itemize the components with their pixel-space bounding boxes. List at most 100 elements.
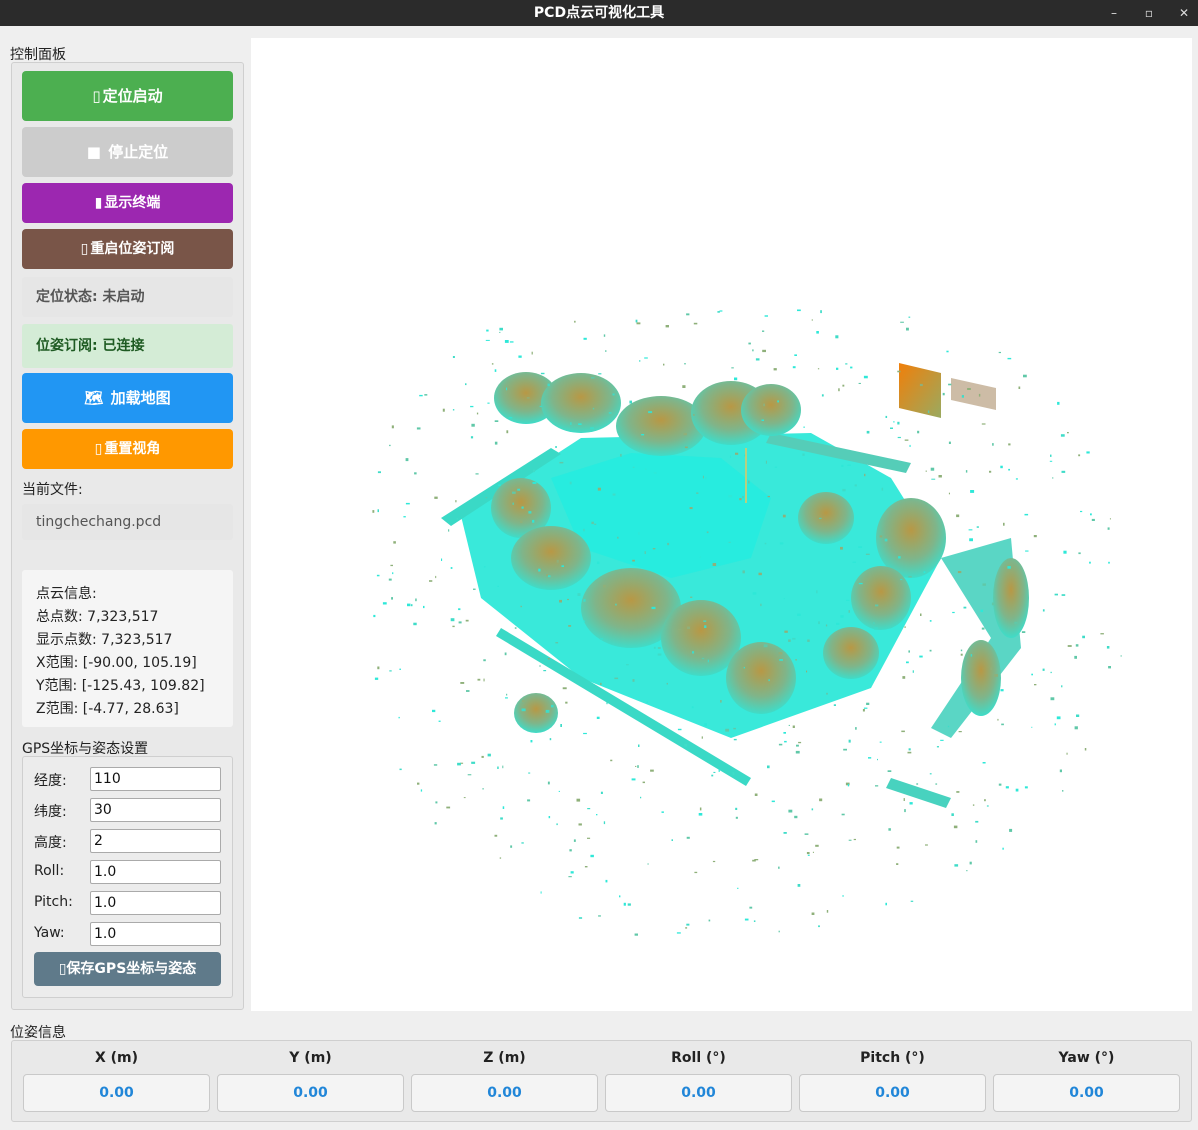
cloud-point	[998, 783, 1002, 786]
tree-points	[514, 693, 558, 733]
cloud-point	[486, 329, 489, 332]
cloud-point	[784, 740, 787, 743]
cloud-point	[840, 615, 844, 618]
cloud-point	[482, 788, 484, 790]
cloud-point	[862, 709, 865, 712]
cloud-point	[879, 741, 882, 743]
cloud-point	[423, 605, 425, 609]
show-terminal-button[interactable]: ▮ 显示终端	[22, 183, 233, 223]
stop-localization-button[interactable]: ■ 停止定位	[22, 127, 233, 177]
cloud-point	[494, 369, 497, 372]
pose-yaw: Yaw (°) 0.00	[993, 1048, 1180, 1112]
cloud-point	[648, 411, 653, 414]
control-panel-title: 控制面板	[10, 47, 66, 63]
cloud-point	[738, 633, 741, 636]
cloud-point	[393, 541, 396, 544]
cloud-point	[1024, 786, 1028, 789]
cloud-point	[684, 743, 688, 747]
cloud-point	[858, 582, 863, 585]
cloud-point	[842, 895, 844, 897]
cloud-point	[638, 744, 640, 747]
roll-input[interactable]: 1.0	[90, 860, 221, 884]
cloud-point	[506, 693, 508, 696]
cloud-point	[634, 933, 638, 936]
cloud-point	[483, 678, 485, 682]
cloud-point	[584, 866, 588, 868]
cloud-point	[1001, 723, 1004, 726]
cloud-point	[875, 604, 879, 607]
pose-y-value: 0.00	[217, 1074, 404, 1112]
cloud-point	[767, 765, 770, 769]
pose-x-label: X (m)	[94, 1050, 139, 1066]
cloud-point	[470, 405, 474, 408]
altitude-input[interactable]: 2	[90, 829, 221, 853]
restart-pose-subscription-button[interactable]: ▯ 重启位姿订阅	[22, 229, 233, 269]
save-gps-button[interactable]: ▯保存GPS坐标与姿态	[34, 952, 221, 986]
cloud-point	[794, 815, 798, 819]
cloud-point	[583, 528, 585, 532]
tree-points	[823, 627, 879, 679]
cloud-point	[600, 791, 603, 794]
tall-structure-points	[899, 363, 941, 418]
cloud-point	[467, 774, 472, 776]
cloud-point	[719, 310, 723, 312]
cloud-point	[429, 580, 433, 582]
cloud-point	[980, 609, 984, 613]
cloud-point	[690, 596, 693, 598]
cloud-point	[764, 315, 768, 317]
cloud-point	[605, 879, 608, 883]
cloud-point	[497, 766, 499, 769]
cloud-point	[881, 487, 884, 491]
pose-y: Y (m) 0.00	[217, 1048, 404, 1112]
cloud-point	[596, 561, 600, 565]
cloud-point	[777, 400, 779, 403]
cloud-point	[699, 556, 701, 558]
pitch-input[interactable]: 1.0	[90, 891, 221, 915]
point-cloud-render[interactable]	[251, 38, 1192, 1011]
cloud-point	[733, 738, 737, 741]
start-localization-button[interactable]: ▯ 定位启动	[22, 71, 233, 121]
pose-yaw-value: 0.00	[993, 1074, 1180, 1112]
cloud-point	[981, 627, 985, 630]
cloud-point	[420, 789, 423, 792]
cloud-point	[1106, 646, 1110, 649]
cloud-point	[752, 859, 756, 862]
cloud-point	[931, 478, 936, 480]
point-cloud-viewport[interactable]	[251, 38, 1192, 1011]
cloud-point	[887, 770, 892, 772]
cloud-point	[961, 395, 964, 398]
cloud-point	[558, 790, 560, 792]
maximize-button[interactable]: ▫	[1144, 6, 1154, 20]
cloud-point	[567, 598, 569, 601]
cloud-point	[399, 668, 401, 670]
cloud-point	[483, 566, 486, 568]
close-button[interactable]: ✕	[1178, 6, 1190, 20]
reset-view-button[interactable]: ▯ 重置视角	[22, 429, 233, 469]
cloud-point	[635, 765, 637, 767]
longitude-input[interactable]: 110	[90, 767, 221, 791]
cloud-point	[592, 407, 595, 410]
cloud-point	[748, 342, 751, 345]
cloud-point	[530, 740, 533, 743]
cloud-point	[1057, 401, 1060, 405]
yaw-input[interactable]: 1.0	[90, 922, 221, 946]
latitude-input[interactable]: 30	[90, 798, 221, 822]
cloud-point	[692, 651, 695, 654]
load-map-button[interactable]: 🗺 加载地图	[22, 373, 233, 423]
cloud-point	[598, 373, 602, 375]
pose-z-value: 0.00	[411, 1074, 598, 1112]
restart-icon: ▯	[80, 241, 89, 257]
minimize-button[interactable]: –	[1111, 6, 1117, 20]
cloud-point	[614, 677, 619, 680]
cloud-point	[1050, 697, 1055, 701]
cloud-point	[842, 384, 845, 387]
cloud-point	[764, 542, 767, 545]
cloud-point	[653, 646, 656, 649]
cloud-point	[685, 927, 688, 929]
cloud-point	[729, 455, 731, 458]
cloud-point	[389, 444, 391, 447]
pitch-label: Pitch:	[34, 894, 73, 910]
cloud-point	[653, 472, 657, 474]
cloud-point	[908, 748, 911, 751]
cloud-point	[778, 652, 783, 655]
